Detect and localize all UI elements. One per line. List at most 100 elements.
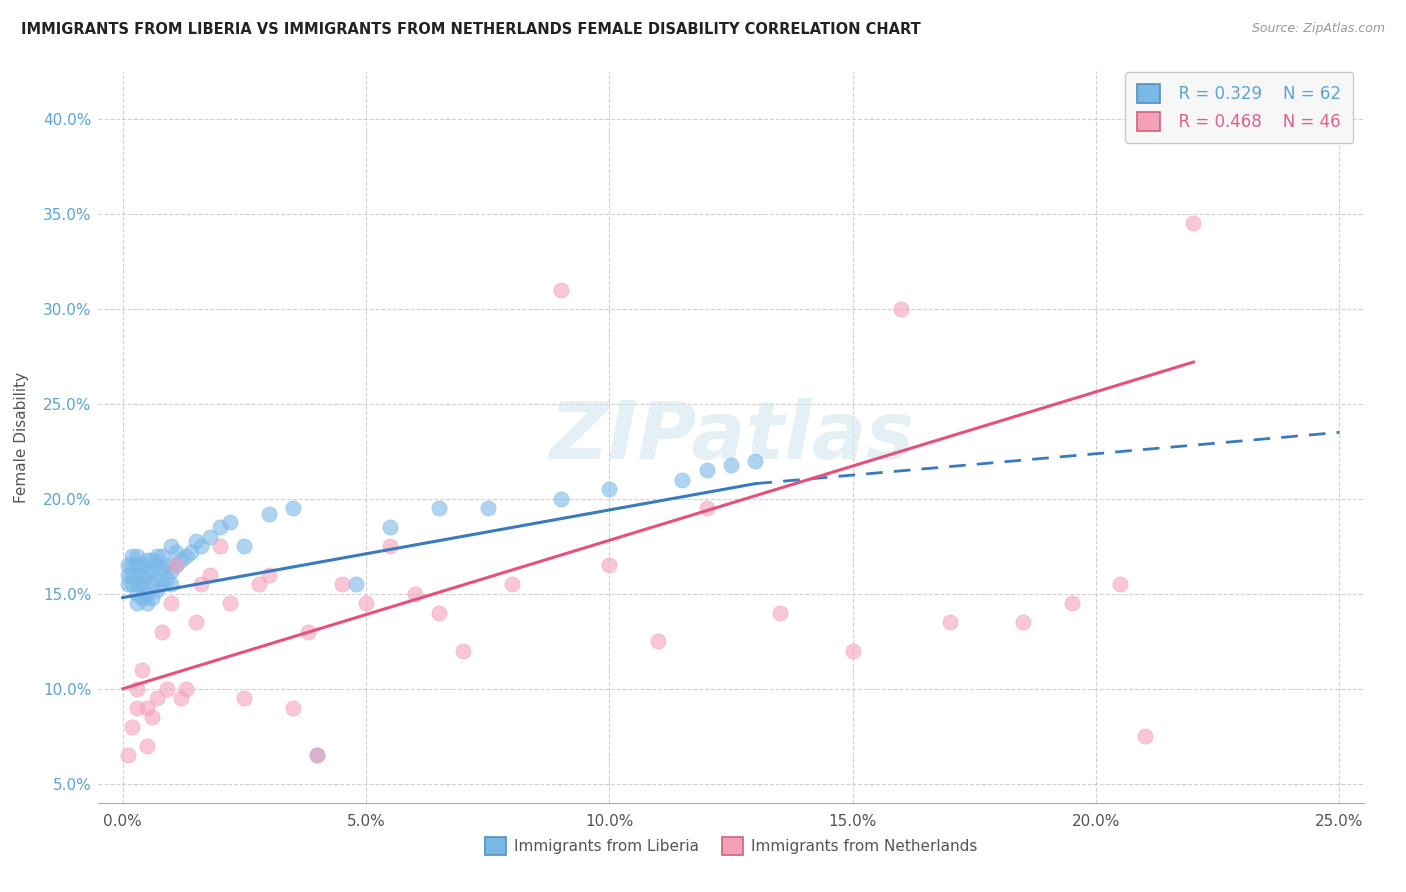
Point	[141, 577, 163, 591]
Point	[769, 606, 792, 620]
Point	[131, 567, 153, 582]
Point	[354, 596, 377, 610]
Point	[117, 577, 139, 591]
Point	[131, 577, 153, 591]
Text: IMMIGRANTS FROM LIBERIA VS IMMIGRANTS FROM NETHERLANDS FEMALE DISABILITY CORRELA: IMMIGRANTS FROM LIBERIA VS IMMIGRANTS FR…	[21, 22, 921, 37]
Point	[155, 681, 177, 696]
Point	[281, 701, 304, 715]
Point	[696, 463, 718, 477]
Point	[427, 501, 450, 516]
Point	[150, 577, 173, 591]
Point	[477, 501, 499, 516]
Point	[131, 591, 153, 605]
Point	[380, 520, 402, 534]
Point	[257, 567, 280, 582]
Point	[307, 748, 329, 763]
Point	[209, 520, 232, 534]
Point	[453, 644, 475, 658]
Point	[184, 533, 207, 548]
Point	[200, 530, 222, 544]
Point	[1060, 596, 1083, 610]
Point	[174, 549, 197, 563]
Point	[218, 515, 240, 529]
Point	[890, 301, 912, 316]
Point	[127, 577, 149, 591]
Point	[174, 681, 197, 696]
Point	[121, 577, 143, 591]
Point	[190, 539, 212, 553]
Point	[184, 615, 207, 630]
Text: ZIPatlas: ZIPatlas	[548, 398, 914, 476]
Point	[127, 681, 149, 696]
Point	[297, 624, 319, 639]
Point	[121, 549, 143, 563]
Point	[117, 748, 139, 763]
Point	[131, 577, 153, 591]
Point	[165, 545, 187, 559]
Point	[380, 539, 402, 553]
Point	[136, 701, 159, 715]
Point	[141, 552, 163, 566]
Point	[170, 691, 193, 706]
Y-axis label: Female Disability: Female Disability	[14, 371, 30, 503]
Point	[939, 615, 962, 630]
Point	[150, 624, 173, 639]
Point	[121, 567, 143, 582]
Point	[233, 691, 256, 706]
Legend: Immigrants from Liberia, Immigrants from Netherlands: Immigrants from Liberia, Immigrants from…	[479, 831, 983, 861]
Point	[170, 552, 193, 566]
Point	[598, 483, 620, 497]
Point	[200, 567, 222, 582]
Point	[160, 564, 183, 578]
Point	[257, 507, 280, 521]
Point	[141, 591, 163, 605]
Point	[127, 587, 149, 601]
Text: Source: ZipAtlas.com: Source: ZipAtlas.com	[1251, 22, 1385, 36]
Point	[404, 587, 426, 601]
Point	[209, 539, 232, 553]
Point	[344, 577, 367, 591]
Point	[136, 587, 159, 601]
Point	[121, 558, 143, 573]
Point	[160, 577, 183, 591]
Point	[671, 473, 693, 487]
Point	[146, 558, 169, 573]
Point	[127, 701, 149, 715]
Point	[131, 663, 153, 677]
Point	[121, 720, 143, 734]
Point	[127, 596, 149, 610]
Point	[146, 582, 169, 597]
Point	[150, 549, 173, 563]
Point	[1012, 615, 1035, 630]
Point	[165, 558, 187, 573]
Point	[501, 577, 523, 591]
Point	[131, 558, 153, 573]
Point	[136, 567, 159, 582]
Point	[1109, 577, 1132, 591]
Point	[155, 558, 177, 573]
Point	[117, 567, 139, 582]
Point	[647, 634, 669, 648]
Point	[146, 549, 169, 563]
Point	[720, 458, 742, 472]
Point	[146, 572, 169, 586]
Point	[136, 596, 159, 610]
Point	[180, 545, 202, 559]
Point	[550, 491, 572, 506]
Point	[281, 501, 304, 516]
Point	[165, 558, 187, 573]
Point	[330, 577, 353, 591]
Point	[1133, 729, 1156, 743]
Point	[744, 454, 766, 468]
Point	[247, 577, 270, 591]
Point	[141, 710, 163, 724]
Point	[127, 558, 149, 573]
Point	[146, 691, 169, 706]
Point	[218, 596, 240, 610]
Point	[1182, 216, 1205, 230]
Point	[550, 283, 572, 297]
Point	[307, 748, 329, 763]
Point	[127, 549, 149, 563]
Point	[160, 539, 183, 553]
Point	[842, 644, 865, 658]
